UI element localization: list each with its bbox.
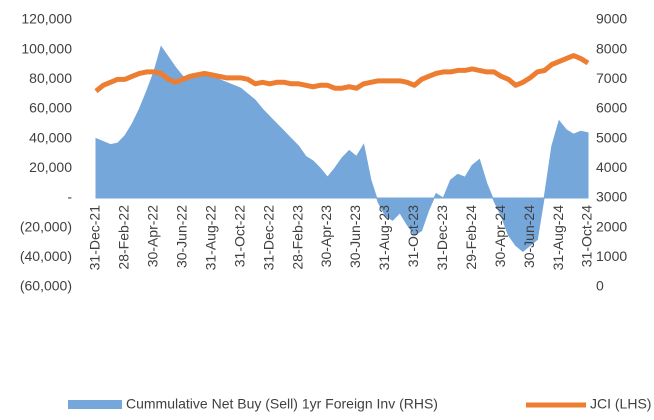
x-tick-label: 31-Dec-21: [87, 205, 103, 271]
x-tick-label: 31-Dec-22: [260, 205, 276, 271]
x-tick-label: 28-Feb-22: [116, 205, 132, 270]
y-tick-label: 20,000: [29, 159, 72, 175]
x-tick-label: 30-Jun-24: [521, 205, 537, 268]
legend-label: JCI (LHS): [590, 396, 651, 412]
x-tick-label: 31-Aug-24: [550, 205, 566, 271]
y-tick-label: 60,000: [29, 100, 72, 116]
y2-tick-label: 3000: [596, 189, 627, 205]
x-tick-label: 30-Apr-24: [492, 205, 508, 267]
legend-label: Cummulative Net Buy (Sell) 1yr Foreign I…: [126, 396, 438, 412]
x-tick-label: 31-Aug-23: [376, 205, 392, 271]
y-tick-label: 100,000: [21, 40, 72, 56]
y-tick-label: (20,000): [20, 218, 72, 234]
x-tick-label: 30-Jun-22: [174, 205, 190, 268]
y2-tick-label: 2000: [596, 218, 627, 234]
y2-tick-label: 1000: [596, 248, 627, 264]
legend-swatch: [68, 400, 122, 409]
x-tick-label: 30-Apr-22: [145, 205, 161, 267]
x-tick-label: 31-Oct-23: [405, 205, 421, 267]
y2-tick-label: 8000: [596, 40, 627, 56]
area: [95, 45, 589, 253]
y-tick-label: (40,000): [20, 248, 72, 264]
x-tick-label: 30-Apr-23: [318, 205, 334, 267]
y2-tick-label: 7000: [596, 70, 627, 86]
x-tick-label: 30-Jun-23: [347, 205, 363, 268]
y-tick-label: 80,000: [29, 70, 72, 86]
x-tick-label: 29-Feb-24: [463, 205, 479, 270]
x-tick-label: 28-Feb-23: [289, 205, 305, 270]
y-tick-label: 120,000: [21, 11, 72, 27]
x-tick-label: 31-Dec-23: [434, 205, 450, 271]
x-tick-label: 31-Oct-24: [579, 205, 595, 267]
y2-tick-label: 0: [596, 278, 604, 294]
y-tick-label: 40,000: [29, 129, 72, 145]
y2-tick-label: 9000: [596, 11, 627, 27]
y2-tick-label: 6000: [596, 100, 627, 116]
y-tick-label: (60,000): [20, 278, 72, 294]
x-tick-label: 31-Aug-22: [202, 205, 218, 271]
line: [94, 53, 590, 94]
y-tick-label: -: [67, 189, 72, 205]
y2-tick-label: 5000: [596, 129, 627, 145]
y2-tick-label: 4000: [596, 159, 627, 175]
x-tick-label: 31-Oct-22: [231, 205, 247, 267]
